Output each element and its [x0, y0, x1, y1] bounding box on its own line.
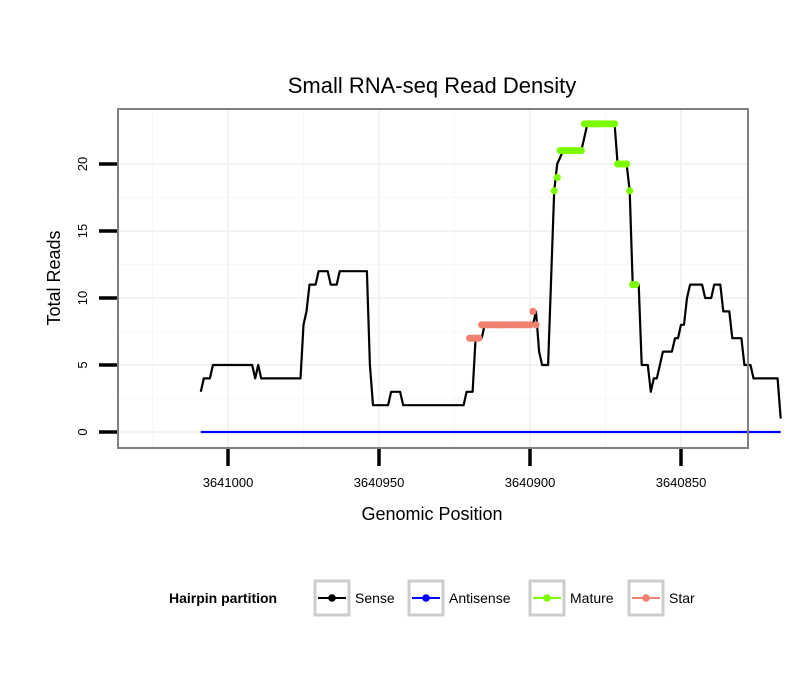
legend-label: Sense: [355, 590, 395, 606]
data-point-star: [529, 307, 537, 315]
legend-label: Mature: [570, 590, 614, 606]
legend-label: Antisense: [449, 590, 511, 606]
series-line-sense: [199, 122, 782, 419]
data-point-mature: [626, 187, 634, 195]
chart-title: Small RNA-seq Read Density: [288, 73, 577, 98]
legend-key-point: [642, 594, 650, 602]
y-tick-label: 15: [75, 224, 90, 238]
data-point-mature: [632, 281, 640, 289]
legend-item-sense: Sense: [313, 579, 395, 617]
legend-key-point: [543, 594, 551, 602]
data-point-mature: [623, 160, 631, 168]
legend-item-mature: Mature: [528, 579, 614, 617]
y-axis-title: Total Reads: [44, 230, 64, 325]
data-point-star: [526, 321, 534, 329]
legend-key-point: [422, 594, 430, 602]
data-point-mature: [550, 187, 558, 195]
data-point-star: [532, 321, 540, 329]
x-tick-label: 3640950: [354, 475, 405, 490]
x-tick-label: 3641000: [203, 475, 254, 490]
x-tick-label: 3640850: [656, 475, 707, 490]
x-tick-label: 3640900: [505, 475, 556, 490]
legend-key-point: [328, 594, 336, 602]
data-point-mature: [577, 147, 585, 155]
data-point-star: [475, 334, 483, 342]
legend: Hairpin partition Sense Antisense Mature St…: [169, 579, 695, 617]
x-axis: 3641000 3640950 3640900 3640850: [203, 449, 707, 490]
x-axis-title: Genomic Position: [361, 504, 502, 524]
y-tick-label: 0: [75, 428, 90, 435]
grid-layer: [118, 109, 748, 448]
legend-item-star: Star: [627, 579, 695, 617]
y-axis: 0 5 10 15 20: [75, 157, 117, 436]
data-point-mature: [611, 120, 619, 128]
legend-title: Hairpin partition: [169, 590, 277, 606]
plot-panel: [118, 109, 748, 448]
y-tick-label: 5: [75, 361, 90, 368]
series-layer: [199, 120, 782, 434]
y-tick-label: 10: [75, 291, 90, 305]
data-point-mature: [553, 173, 561, 181]
legend-item-antisense: Antisense: [407, 579, 511, 617]
legend-label: Star: [669, 590, 695, 606]
y-tick-label: 20: [75, 157, 90, 171]
plot-panel-border: [117, 108, 749, 449]
